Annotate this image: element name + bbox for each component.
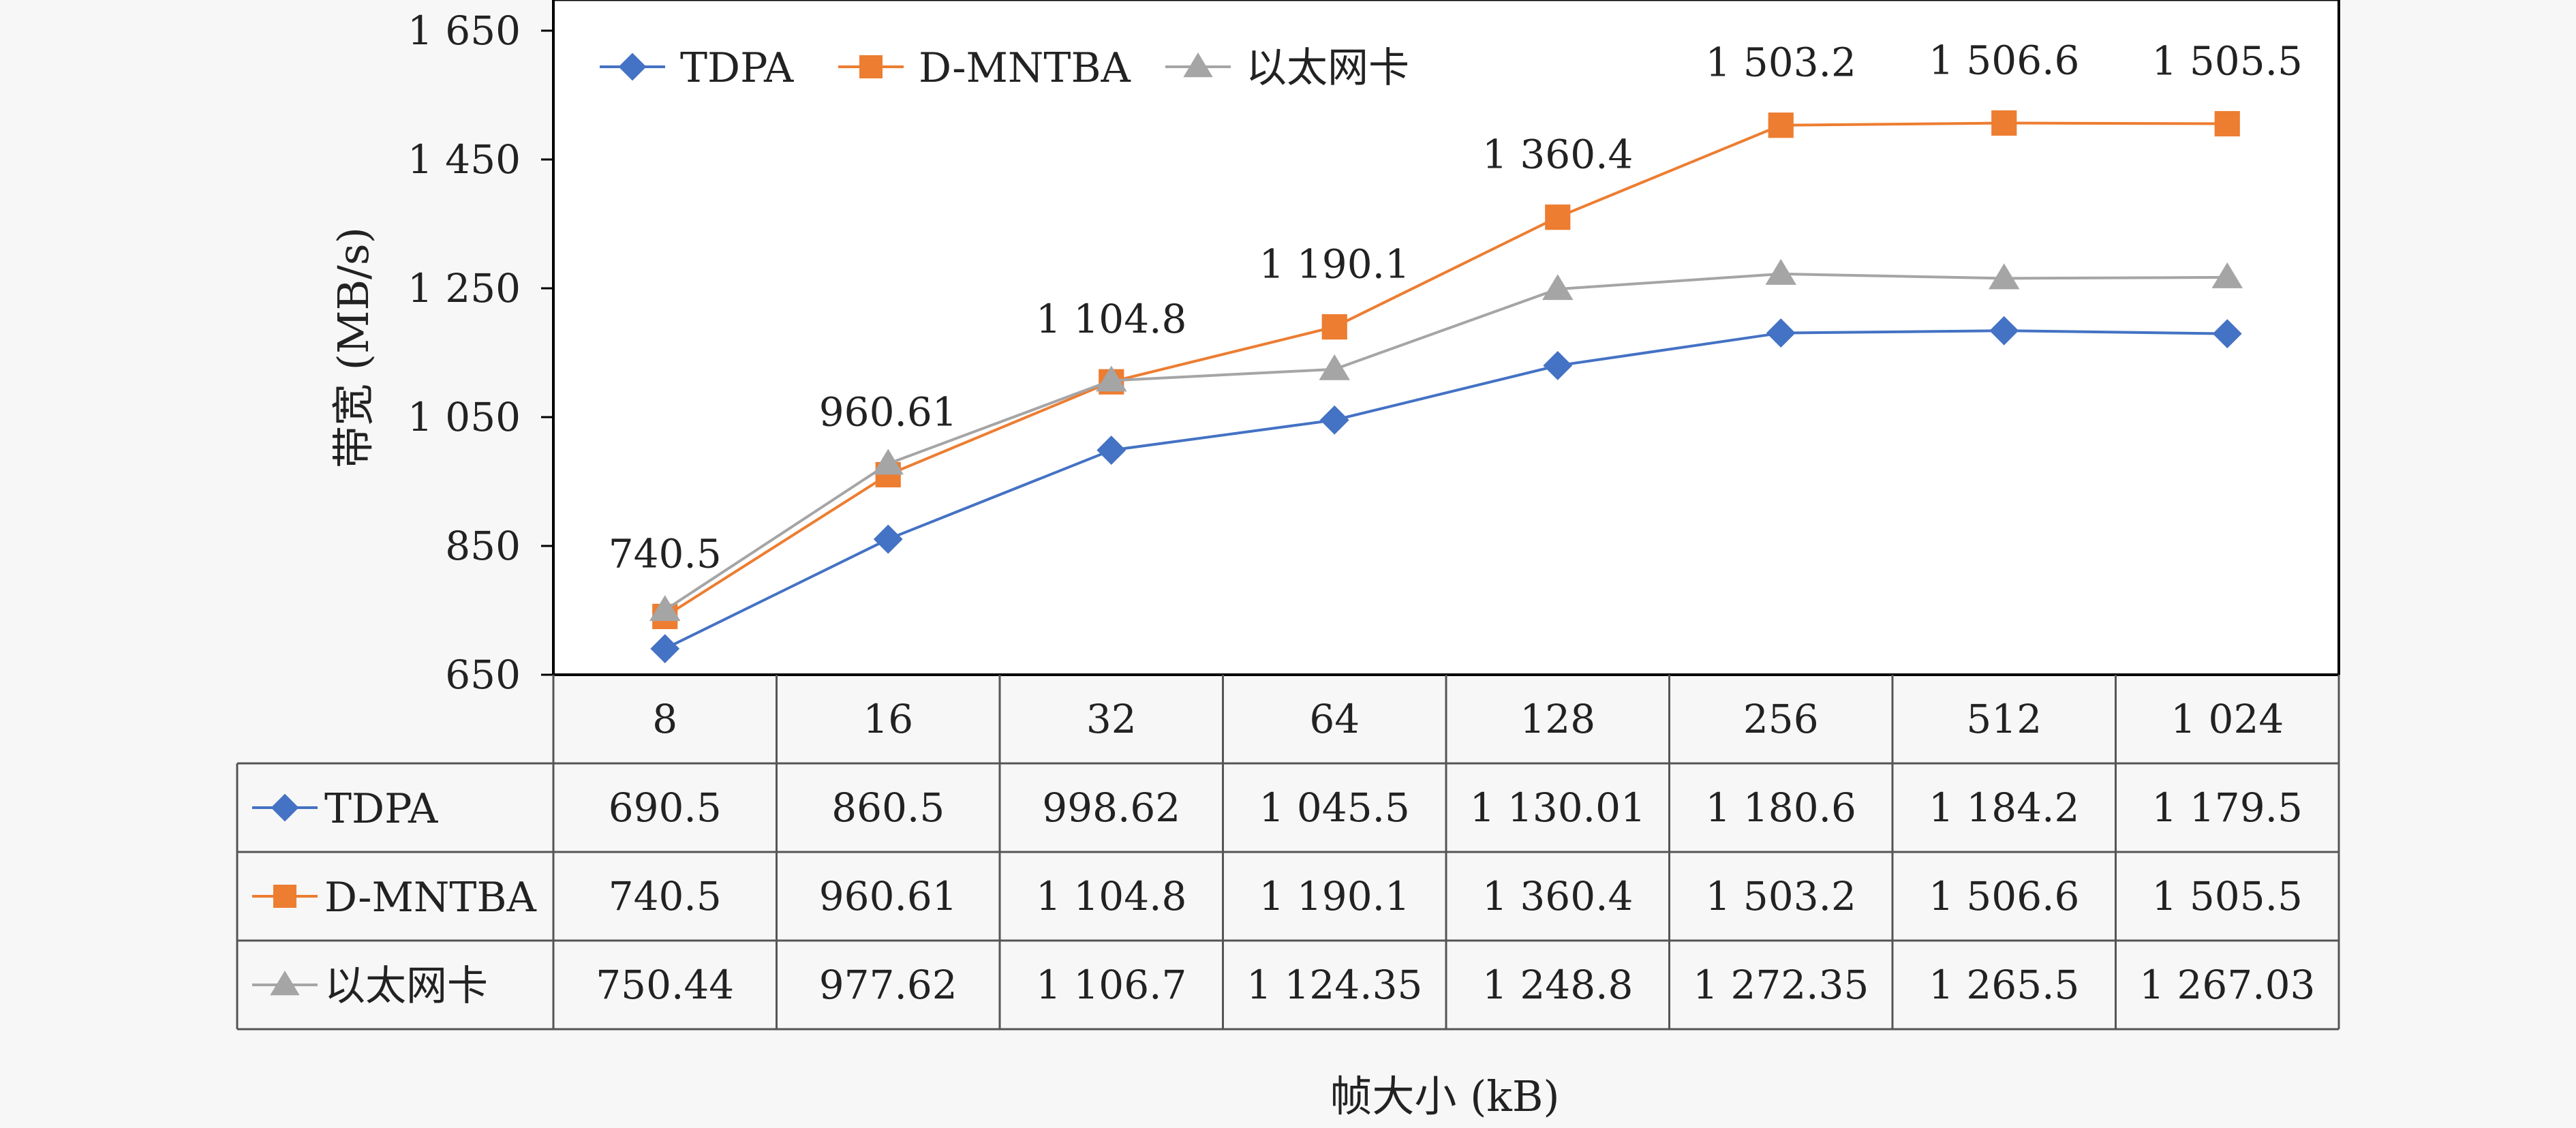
x-tick-label: 64 [1309,696,1360,742]
data-point-0-0 [650,634,680,664]
x-tick-label: 128 [1520,696,1595,742]
table-row-header: D-MNTBA [324,874,537,921]
data-labels-layer: 740.5 960.61 1 104.8 1 190.1 1 360.4 1 503.2 1… [609,37,2303,577]
data-point-0-6 [1989,316,2019,346]
y-tick-label: 1 650 [408,7,521,54]
table-cell: 1 179.5 [2152,784,2303,831]
data-point-1-7 [2214,110,2240,137]
table-cell: 1 360.4 [1482,873,1633,919]
table-cell: 1 506.6 [1929,873,2079,919]
x-tick-label: 8 [652,696,677,742]
data-point-1-3 [1321,314,1347,340]
plot-area [553,0,2339,675]
x-tick-label: 512 [1966,696,2042,742]
x-axis-label: 帧大小 (kB) [1330,1071,1559,1121]
x-tick-label: 32 [1086,696,1137,742]
y-tick-label: 1 250 [408,265,521,311]
y-tick-label: 850 [445,523,521,569]
legend: TDPA D-MNTBA 以太网卡 [600,44,1409,92]
data-label: 1 503.2 [1706,40,1856,86]
y-tick-label: 1 450 [408,136,521,183]
x-tick-label: 256 [1743,696,1819,742]
data-point-0-3 [1319,405,1349,435]
plot-frame [552,0,2340,676]
data-point-2-0 [649,595,681,622]
table-legend-marker-0 [271,793,299,822]
data-label: 1 104.8 [1036,296,1186,342]
data-point-0-5 [1766,318,1796,348]
data-label: 1 190.1 [1259,241,1410,288]
data-point-1-6 [1991,110,2017,136]
series-layer [649,110,2243,664]
y-axis-label: 带宽 (MB/s) [328,227,378,468]
series-line-1 [664,121,2228,618]
table-cell: 690.5 [609,784,722,831]
legend-marker-2 [1183,52,1213,78]
table-row-header: TDPA [324,785,438,833]
table-legend-marker-1 [273,885,296,908]
x-tick-label: 16 [863,696,913,742]
data-point-2-5 [1765,258,1797,285]
table-cell: 750.44 [596,962,734,1008]
data-point-2-6 [1988,263,2020,290]
table-cell: 960.61 [819,873,957,919]
table-cell: 860.5 [831,784,945,831]
data-point-0-2 [1097,436,1126,465]
table-cell: 1 124.35 [1246,962,1422,1008]
legend-label: 以太网卡 [1246,44,1409,92]
data-point-1-5 [1768,112,1794,138]
data-point-1-4 [1545,204,1571,230]
table-cell: 998.62 [1042,784,1180,831]
data-label: 1 505.5 [2152,38,2303,85]
data-label: 1 360.4 [1482,132,1633,178]
data-point-0-1 [873,524,903,554]
table-cell: 1 104.8 [1036,873,1186,919]
table-cell: 740.5 [609,873,722,919]
table-cell: 1 265.5 [1929,962,2079,1008]
data-point-0-7 [2212,319,2242,349]
table-cell: 977.62 [819,962,957,1008]
y-tick-label: 650 [445,652,521,698]
data-point-2-2 [1095,365,1127,392]
data-point-2-4 [1542,274,1574,301]
data-label: 740.5 [609,530,722,577]
table-legend-marker-2 [270,971,300,996]
legend-label: TDPA [680,44,794,92]
table-cell: 1 505.5 [2152,873,2303,919]
data-point-2-7 [2211,262,2243,288]
table-row-header: 以太网卡 [324,962,488,1010]
y-axis: 1 650 1 450 1 250 1 050 850 650 [408,7,553,698]
table-cell: 1 503.2 [1706,873,1856,919]
data-point-2-1 [872,448,904,475]
data-point-0-4 [1543,350,1573,380]
table-cell: 1 267.03 [2139,962,2315,1008]
table-cell: 1 248.8 [1482,962,1633,1008]
legend-marker-1 [859,55,883,78]
data-label: 960.61 [819,388,957,435]
table-cell: 1 130.01 [1470,784,1646,831]
x-tick-label: 1 024 [2171,696,2284,742]
series-line-2 [664,272,2228,611]
data-point-2-3 [1319,354,1351,380]
legend-marker-0 [618,52,647,81]
y-tick-label: 1 050 [408,394,521,440]
data-table: 8 16 32 64 128 256 512 1 024 TDPA 690.5 860.5 998.6… [236,675,2340,1031]
series-line-0 [664,329,2228,650]
table-cell: 1 272.35 [1693,962,1869,1008]
table-cell: 1 045.5 [1259,784,1410,831]
table-cell: 1 184.2 [1929,784,2079,831]
legend-label: D-MNTBA [919,44,1131,92]
table-cell: 1 106.7 [1036,962,1186,1008]
table-cell: 1 190.1 [1259,873,1410,919]
table-cell: 1 180.6 [1706,784,1856,831]
data-label: 1 506.6 [1929,37,2079,84]
